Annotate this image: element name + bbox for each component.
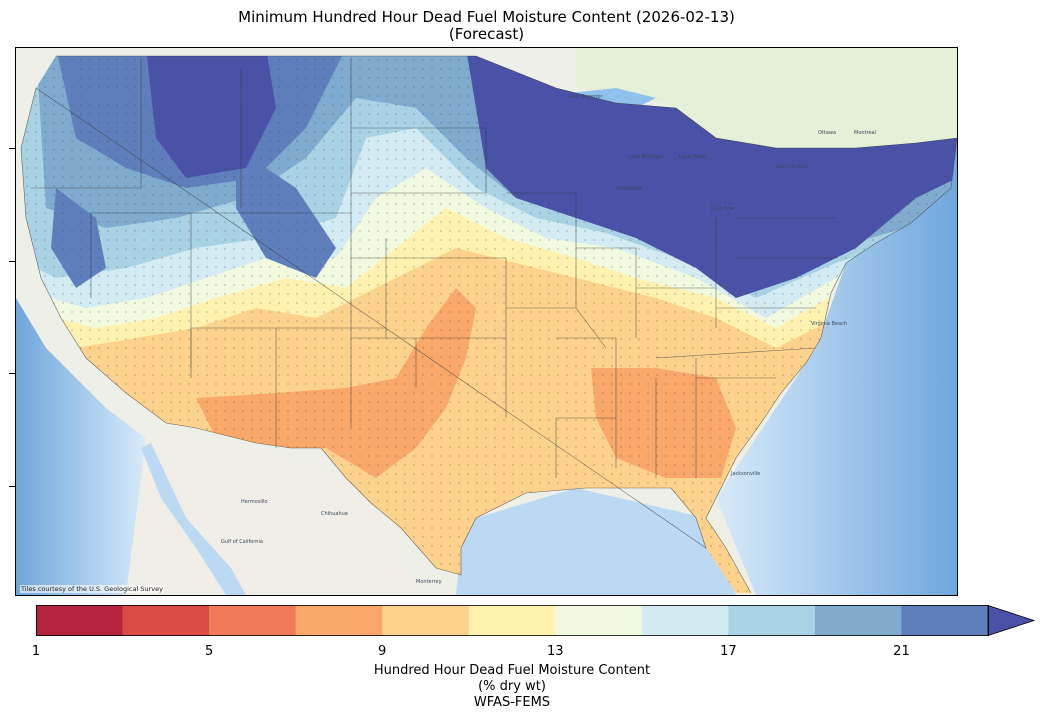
colorbar-extend-arrow (987, 605, 1036, 636)
colorbar-bin (295, 605, 383, 636)
colorbar-label: Hundred Hour Dead Fuel Moisture Content … (36, 663, 988, 711)
place-label: Lake Ontario (776, 164, 808, 170)
colorbar-outline (36, 605, 989, 636)
colorbar-bin (36, 605, 123, 636)
colorbar-label-line-2: (% dry wt) (478, 679, 546, 694)
colorbar-bin (814, 605, 902, 636)
map-attribution: Tiles courtesy of the U.S. Geological Su… (20, 585, 164, 593)
state-boundaries (20, 55, 957, 594)
place-label: Jacksonville (730, 471, 760, 477)
colorbar-label-line-1: Hundred Hour Dead Fuel Moisture Content (373, 663, 651, 678)
y-tick-mark (9, 373, 15, 374)
colorbar-bin (468, 605, 556, 636)
title-line-2: (Forecast) (448, 25, 525, 43)
place-label: Lake Huron (679, 154, 707, 160)
colorbar-label-line-3: WFAS-FEMS (473, 695, 551, 710)
place-label: Montreal (854, 130, 876, 136)
place-label: Monterrey (416, 579, 442, 585)
colorbar-bin (641, 605, 729, 636)
place-label: Chihuahua (321, 511, 348, 517)
colorbar-bin (901, 605, 989, 636)
map-panel[interactable]: Lake Superior Lake Michigan Lake Huron L… (15, 47, 958, 596)
colorbar-tick-label: 5 (204, 644, 214, 659)
colorbar-tick-label: 21 (893, 644, 910, 659)
place-label: Virginia Beach (811, 321, 847, 327)
place-label: Lake Michigan (628, 154, 664, 160)
colorbar-tick-label: 13 (546, 644, 564, 659)
y-tick-mark (9, 486, 15, 487)
place-label: Ottawa (818, 130, 836, 136)
place-label: Lake Superior (568, 94, 603, 100)
place-label: Milwaukee (616, 186, 642, 192)
colorbar (36, 605, 1036, 636)
colorbar-tick-label: 9 (378, 644, 387, 659)
colorbar-bin (555, 605, 643, 636)
colorbar-bin (728, 605, 816, 636)
y-tick-mark (9, 261, 15, 262)
chart-title: Minimum Hundred Hour Dead Fuel Moisture … (15, 9, 958, 43)
colorbar-bin (209, 605, 296, 636)
y-tick-mark (9, 148, 15, 149)
place-label: Lake Erie (711, 206, 734, 212)
fuel-moisture-map: Lake Superior Lake Michigan Lake Huron L… (16, 48, 957, 595)
place-label: Gulf of California (221, 539, 263, 545)
title-line-1: Minimum Hundred Hour Dead Fuel Moisture … (238, 8, 735, 26)
colorbar-bin (382, 605, 470, 636)
colorbar-bin (122, 605, 210, 636)
colorbar-tick-label: 1 (31, 644, 41, 659)
place-label: Hermosillo (241, 499, 268, 505)
colorbar-tick-label: 17 (720, 644, 737, 659)
